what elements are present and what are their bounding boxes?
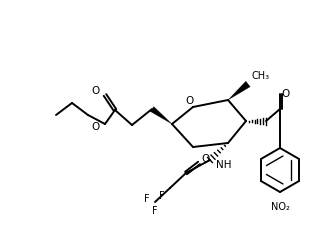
Text: NO₂: NO₂ bbox=[270, 202, 290, 212]
Text: O: O bbox=[201, 154, 209, 164]
Text: F: F bbox=[144, 194, 150, 204]
Text: O: O bbox=[185, 96, 193, 106]
Text: F: F bbox=[159, 191, 165, 201]
Text: O: O bbox=[92, 122, 100, 132]
Polygon shape bbox=[150, 107, 172, 124]
Text: NH: NH bbox=[216, 160, 232, 170]
Text: F: F bbox=[152, 206, 158, 216]
Text: CH₃: CH₃ bbox=[252, 71, 270, 81]
Text: O: O bbox=[282, 89, 290, 99]
Text: O: O bbox=[92, 86, 100, 96]
Polygon shape bbox=[228, 81, 250, 100]
